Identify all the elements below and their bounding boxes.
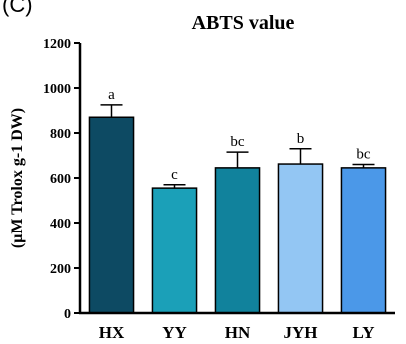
y-tick-label: 800 (50, 127, 71, 142)
y-tick-label: 400 (50, 217, 71, 232)
x-category-label: JYH (284, 323, 318, 342)
significance-label: a (108, 87, 115, 103)
y-tick-label: 0 (64, 307, 71, 322)
bar-hx (88, 116, 135, 314)
x-category-label: HN (225, 323, 251, 342)
significance-label: bc (230, 134, 245, 150)
bar-jyh (277, 163, 324, 314)
x-category-label: LY (352, 323, 374, 342)
significance-label: bc (356, 147, 371, 163)
chart-title: ABTS value (192, 12, 295, 34)
y-axis-title: (μM Trolox g-1 DW) (9, 108, 26, 248)
y-tick-label: 200 (50, 262, 71, 277)
y-tick-label: 600 (50, 172, 71, 187)
bar-hn (214, 167, 261, 314)
x-category-label: YY (162, 323, 187, 342)
y-tick-label: 1200 (43, 37, 71, 52)
bar-ly (340, 167, 387, 314)
significance-label: b (297, 131, 305, 147)
panel-label: (C) (2, 0, 33, 17)
bar-yy (151, 187, 198, 314)
significance-label: c (171, 167, 178, 183)
y-tick-label: 1000 (43, 82, 71, 97)
x-category-label: HX (99, 323, 125, 342)
